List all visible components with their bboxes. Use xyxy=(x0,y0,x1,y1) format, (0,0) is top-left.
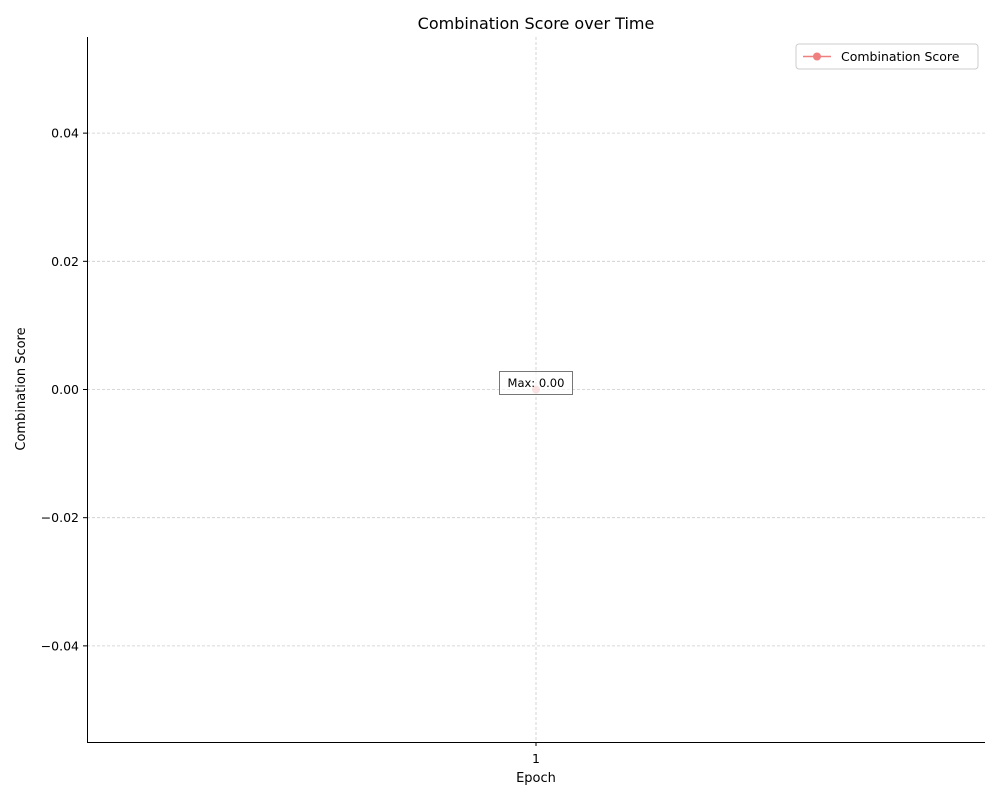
ticks: 0.04 0.02 0.00 −0.02 −0.04 1 xyxy=(41,126,540,766)
y-tick-label: 0.04 xyxy=(51,126,79,141)
y-tick-label: −0.02 xyxy=(41,510,79,525)
annotations: Max: 0.00 xyxy=(499,371,573,395)
legend-marker xyxy=(813,52,821,61)
y-tick-label: 0.00 xyxy=(51,382,79,397)
y-axis-label: Combination Score xyxy=(14,327,29,450)
y-tick-label: −0.04 xyxy=(41,638,79,653)
chart-title: Combination Score over Time xyxy=(418,14,655,33)
x-tick-label: 1 xyxy=(532,751,540,766)
x-axis-label: Epoch xyxy=(516,771,556,786)
y-tick-label: 0.02 xyxy=(51,254,79,269)
annotation-label: Max: 0.00 xyxy=(508,376,565,390)
legend-label: Combination Score xyxy=(841,49,960,64)
annotation-box xyxy=(499,371,573,395)
legend: Combination Score xyxy=(795,43,979,70)
legend-frame xyxy=(795,43,979,70)
